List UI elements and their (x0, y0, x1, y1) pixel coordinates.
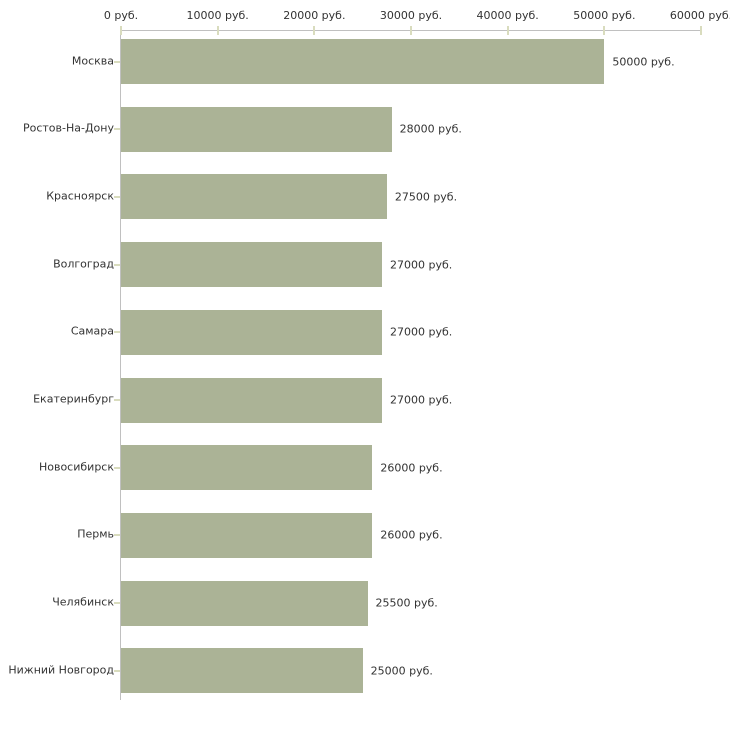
x-axis-tick-label: 40000 руб. (476, 9, 539, 22)
bar (121, 39, 605, 84)
value-label: 27000 руб. (390, 393, 453, 407)
category-label: Ростов-На-Дону (22, 121, 114, 135)
category-label: Новосибирск (38, 460, 114, 474)
x-axis-tick-label: 60000 руб. (669, 9, 730, 22)
y-axis-tick (114, 399, 120, 401)
category-label: Самара (70, 324, 114, 338)
bar (121, 512, 373, 558)
bar (121, 309, 382, 355)
x-axis-tick (120, 26, 122, 35)
value-label: 28000 руб. (399, 122, 462, 136)
bar (121, 174, 387, 220)
x-axis-tick (410, 26, 412, 35)
bar (121, 445, 373, 491)
category-label: Москва (71, 54, 114, 67)
y-axis-tick (114, 669, 120, 672)
bar (121, 242, 382, 288)
y-axis-tick (114, 128, 120, 131)
y-axis-tick (114, 195, 120, 198)
x-axis-tick (216, 26, 219, 35)
category-label: Нижний Новгород (8, 663, 114, 677)
x-axis-tick-label: 30000 руб. (379, 9, 443, 22)
category-label: Красноярск (46, 189, 114, 203)
x-axis-tick (506, 26, 509, 35)
value-label: 25500 руб. (375, 596, 438, 610)
x-axis-tick-label: 50000 руб. (573, 9, 636, 22)
value-label: 25000 руб. (370, 664, 433, 678)
value-label: 27000 руб. (390, 325, 453, 339)
category-label: Волгоград (53, 257, 114, 271)
x-axis-tick (700, 26, 702, 35)
y-axis-tick (114, 263, 120, 266)
category-label: Челябинск (52, 595, 114, 609)
category-label: Екатеринбург (33, 392, 114, 406)
bar (121, 580, 368, 626)
x-axis-tick-label: 10000 руб. (186, 9, 249, 22)
x-axis-tick (603, 26, 606, 35)
value-label: 27000 руб. (390, 258, 453, 272)
x-axis-tick-label: 20000 руб. (283, 9, 346, 22)
x-axis-tick (313, 26, 316, 35)
value-label: 26000 руб. (380, 461, 443, 475)
value-label: 27500 руб. (394, 190, 458, 204)
y-axis-tick (114, 466, 120, 469)
y-axis-tick (114, 602, 120, 605)
y-axis-tick (114, 331, 120, 334)
bar (121, 648, 363, 694)
value-label: 50000 руб. (612, 55, 675, 68)
y-axis-tick (114, 534, 120, 537)
x-axis-tick-label: 0 руб. (103, 9, 139, 22)
y-axis-tick (114, 60, 120, 63)
bar (121, 377, 382, 423)
value-label: 26000 руб. (380, 528, 443, 542)
category-label: Пермь (77, 527, 114, 541)
bar (121, 106, 392, 152)
plot-area: 0 руб. 10000 руб. 20000 руб. 30000 руб. 4000… (104, 9, 730, 700)
